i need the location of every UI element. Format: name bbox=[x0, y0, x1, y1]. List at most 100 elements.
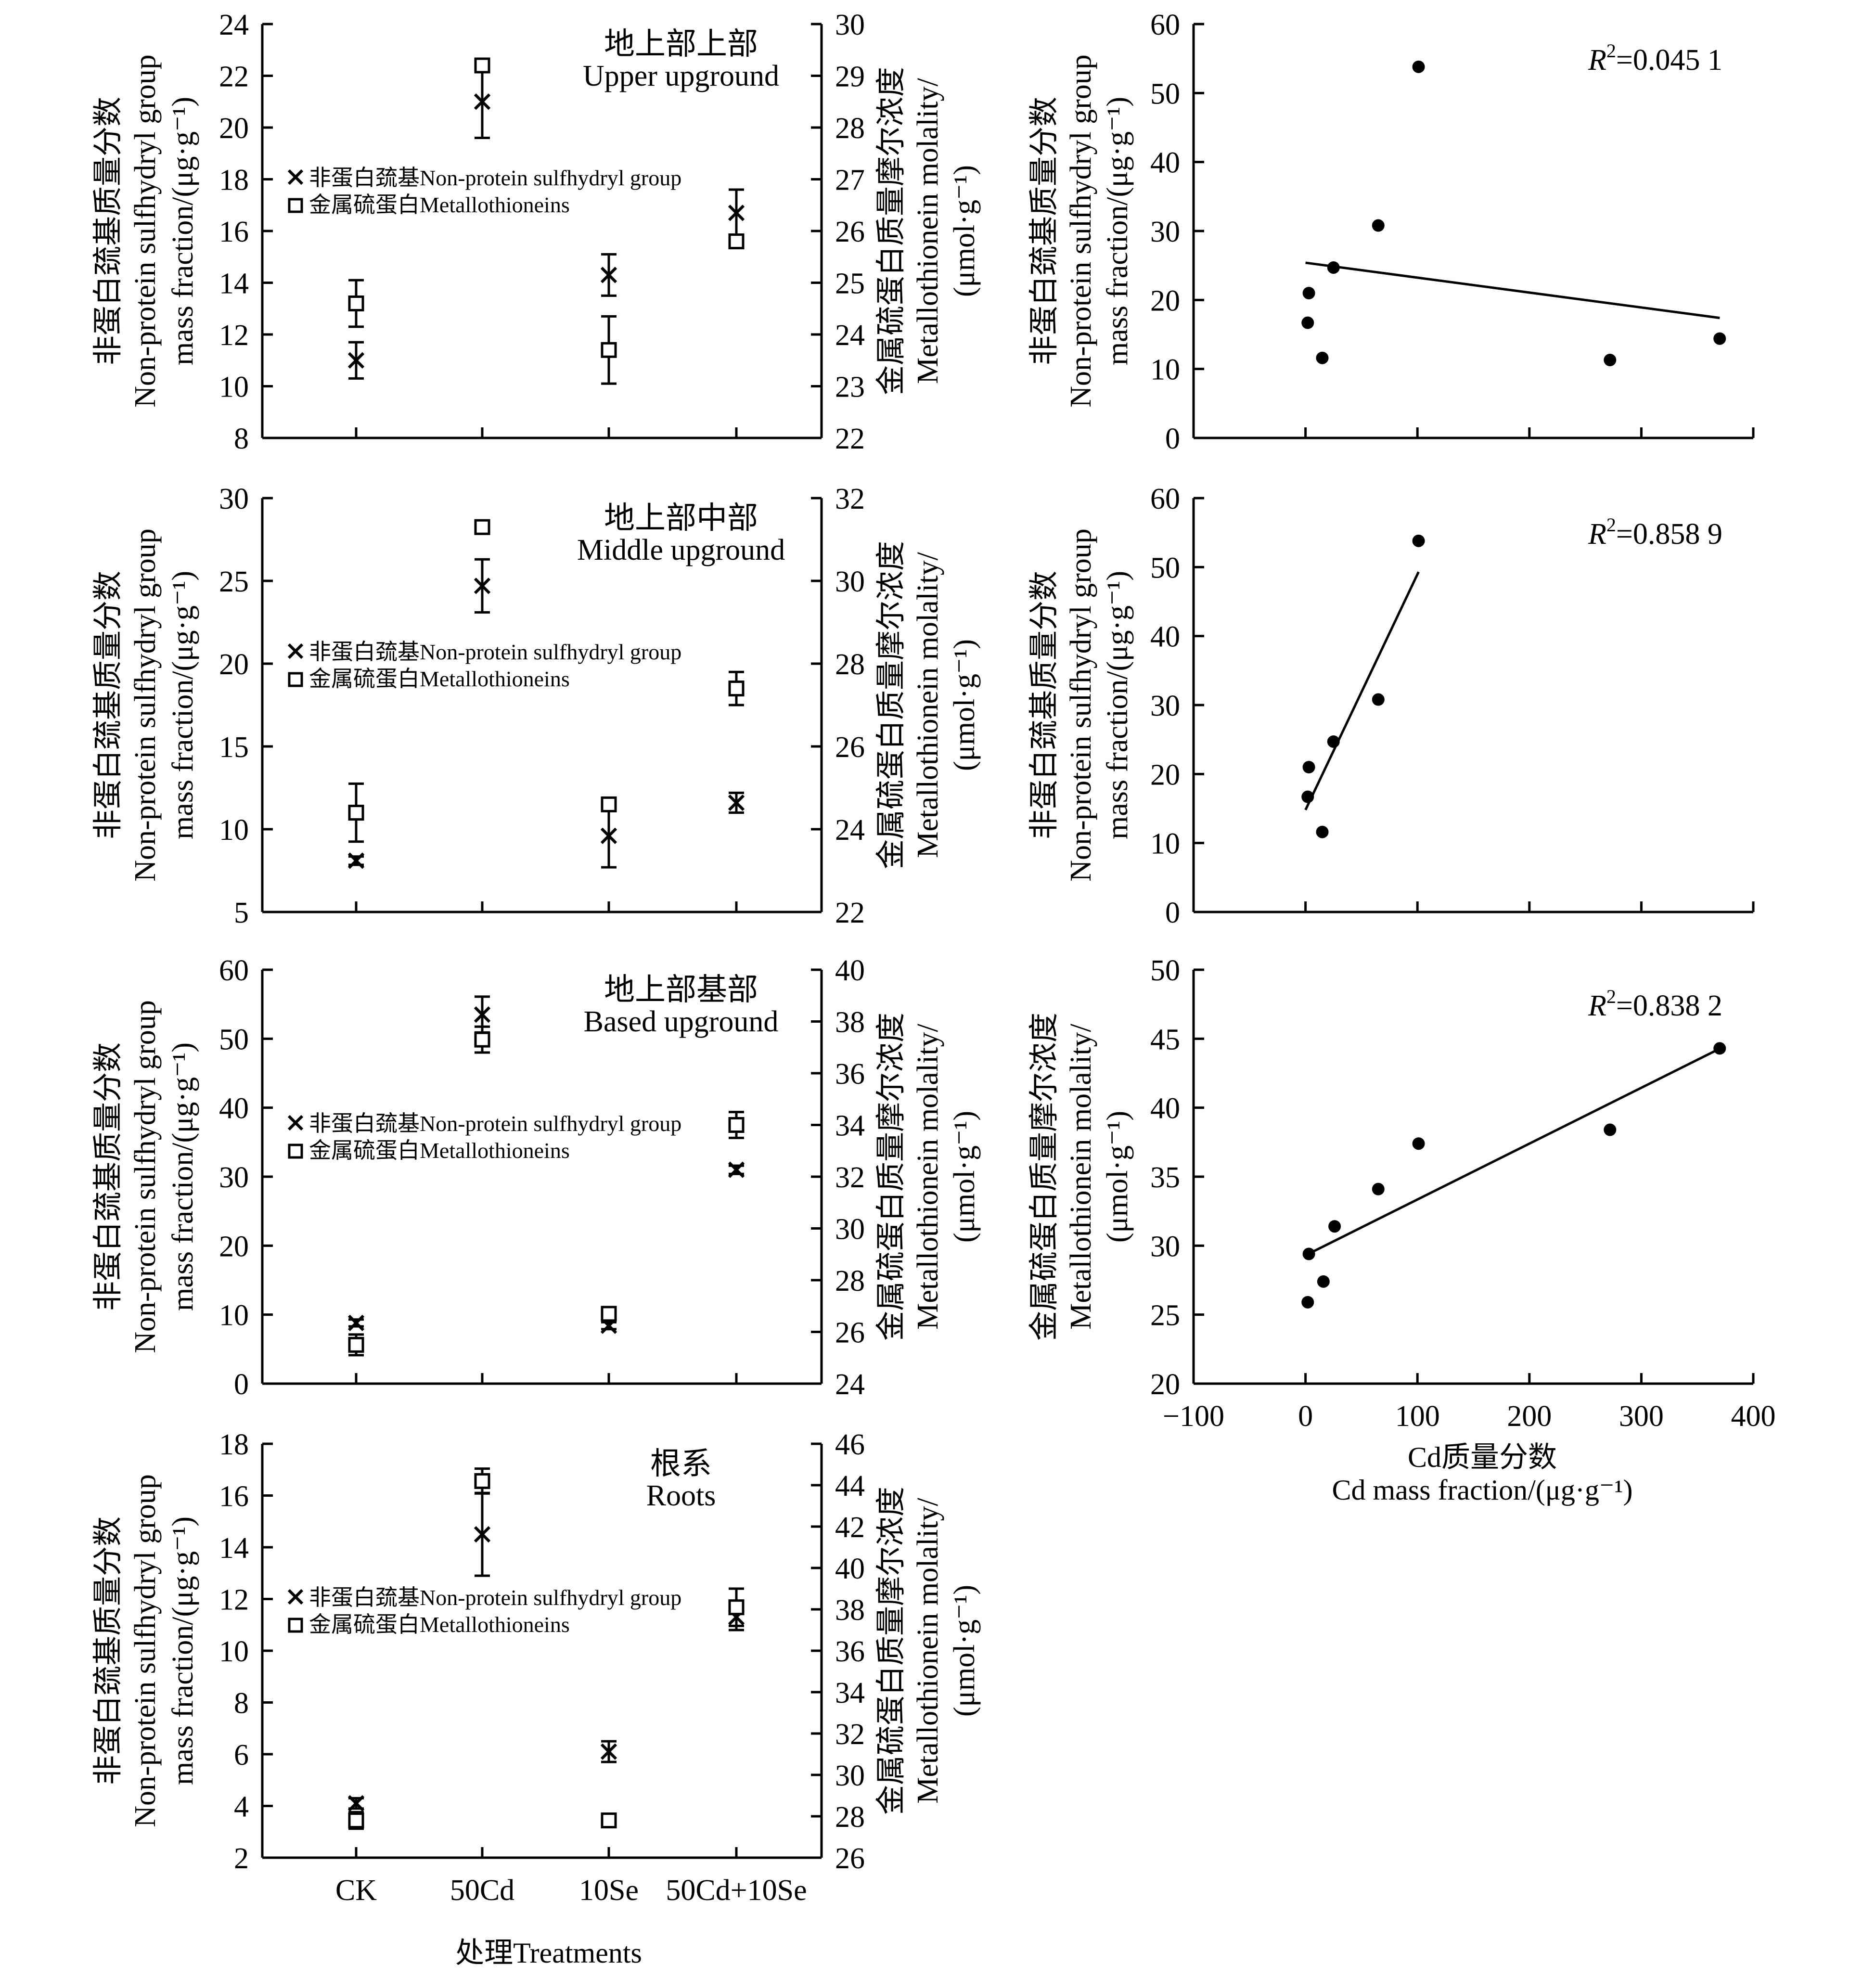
left-y-axis-label: 非蛋白巯基质量分数 Non-protein sulfhydryl group mas… bbox=[92, 54, 199, 408]
left-tick-label: 20 bbox=[219, 112, 249, 145]
square-marker bbox=[728, 1599, 745, 1616]
correlation-panel-1: 0 10 20 30 40 50 60 R2=0.045 1 非蛋白巯基质量分数 Non-prot… bbox=[1028, 9, 1755, 455]
left-y-label-line-2: Non-protein sulfhydryl group bbox=[129, 1474, 162, 1827]
left-y-label-line-3: mass fraction/(μg·g⁻¹) bbox=[167, 97, 199, 365]
r-symbol: R bbox=[1588, 989, 1606, 1022]
left-y-label-line-2: Non-protein sulfhydryl group bbox=[129, 54, 162, 408]
x-marker bbox=[600, 1743, 617, 1760]
left-tick-label: 10 bbox=[219, 371, 249, 404]
right-tick-label: 34 bbox=[835, 1677, 865, 1709]
right-y-label-line-3: (μmol·g⁻¹) bbox=[948, 1111, 981, 1243]
r-exponent: 2 bbox=[1606, 40, 1616, 62]
x-marker bbox=[728, 1161, 745, 1178]
y-tick-label: 60 bbox=[1150, 483, 1180, 515]
right-y-label-line-1: 金属硫蛋白质量摩尔浓度 bbox=[875, 541, 908, 869]
right-tick-label: 30 bbox=[835, 565, 865, 598]
y-tick-label: 45 bbox=[1150, 1023, 1180, 1056]
y-tick-label: 30 bbox=[1150, 690, 1180, 722]
nps-point bbox=[728, 1161, 745, 1178]
r-squared-annotation: R2=0.838 2 bbox=[1588, 986, 1722, 1022]
y-tick-label: 40 bbox=[1150, 621, 1180, 654]
right-tick-label: 28 bbox=[835, 648, 865, 681]
left-tick-label: 30 bbox=[219, 1161, 249, 1194]
mt-point bbox=[601, 1306, 617, 1322]
y-label-line-3: mass fraction/(μg·g⁻¹) bbox=[1101, 571, 1134, 839]
left-tick-label: 18 bbox=[219, 1428, 249, 1461]
legend: 非蛋白巯基Non-protein sulfhydryl group金属硫蛋白Me… bbox=[287, 1585, 681, 1637]
nps-point bbox=[347, 1314, 365, 1331]
square-marker bbox=[348, 1812, 364, 1829]
correlation-panel-2: 0 10 20 30 40 50 60 R2=0.858 9 非蛋白巯基质量分数 Non-prot… bbox=[1028, 483, 1755, 929]
left-tick-label: 60 bbox=[219, 954, 249, 987]
nps-point bbox=[347, 341, 365, 380]
x-tick-label: CK bbox=[335, 1874, 377, 1907]
x-tick-label: 50Cd+10Se bbox=[666, 1874, 807, 1907]
right-y-axis-label: 金属硫蛋白质量摩尔浓度 Metallothionein molality/(μmo… bbox=[875, 1013, 981, 1341]
correlation-panel-3: 20 25 30 35 40 45 50 −100 0 100 200 300 400 R2=0.838 … bbox=[1028, 954, 1776, 1433]
right-tick-label: 36 bbox=[835, 1635, 865, 1668]
square-marker bbox=[601, 1306, 617, 1322]
x-axis-label-cd-en: Cd mass fraction/(μg·g⁻¹) bbox=[1332, 1474, 1632, 1506]
y-label-line-3: mass fraction/(μg·g⁻¹) bbox=[1101, 97, 1134, 365]
y-label-line-2: Metallothionein molality/ bbox=[1065, 1024, 1097, 1330]
right-tick-label: 25 bbox=[835, 268, 865, 300]
mt-point bbox=[728, 670, 745, 706]
y-label-line-2: Non-protein sulfhydryl group bbox=[1065, 528, 1097, 882]
x-tick-label: 300 bbox=[1619, 1400, 1664, 1433]
data-point bbox=[1604, 1123, 1617, 1136]
right-tick-label: 46 bbox=[835, 1428, 865, 1461]
right-y-label-line-2: Metallothionein molality/ bbox=[912, 1024, 944, 1330]
right-y-label-line-2: Metallothionein molality/ bbox=[912, 552, 944, 858]
square-marker bbox=[728, 681, 745, 697]
right-tick-label: 28 bbox=[835, 1801, 865, 1834]
x-tick-label: 100 bbox=[1395, 1400, 1440, 1433]
right-y-axis-label: 金属硫蛋白质量摩尔浓度 Metallothionein molality/(μmo… bbox=[875, 1487, 981, 1815]
x-tick-label: 400 bbox=[1731, 1400, 1776, 1433]
r-exponent: 2 bbox=[1606, 986, 1616, 1007]
legend-mt-label: 金属硫蛋白Metallothioneins bbox=[309, 1612, 570, 1637]
right-tick-label: 36 bbox=[835, 1058, 865, 1091]
legend-mt-label: 金属硫蛋白Metallothioneins bbox=[309, 667, 570, 691]
right-y-label-line-2: Metallothionein molality/ bbox=[912, 1498, 944, 1804]
right-tick-label: 26 bbox=[835, 1317, 865, 1349]
right-tick-label: 32 bbox=[835, 1161, 865, 1194]
left-y-label-line-3: mass fraction/(μg·g⁻¹) bbox=[167, 1516, 199, 1785]
x-marker bbox=[474, 578, 491, 594]
right-tick-label: 24 bbox=[835, 319, 865, 352]
r-squared-annotation: R2=0.045 1 bbox=[1588, 40, 1722, 77]
left-tick-label: 22 bbox=[219, 61, 249, 93]
right-tick-label: 23 bbox=[835, 371, 865, 404]
mt-point bbox=[474, 519, 490, 535]
left-tick-label: 10 bbox=[219, 1635, 249, 1668]
x-tick-label: 50Cd bbox=[450, 1874, 514, 1907]
right-tick-label: 24 bbox=[835, 814, 865, 847]
x-tick-label: −100 bbox=[1163, 1400, 1224, 1433]
x-tick-label: 0 bbox=[1298, 1400, 1313, 1433]
r-symbol: R bbox=[1588, 518, 1606, 551]
x-axis-label-cd-cn: Cd质量分数 bbox=[1408, 1441, 1557, 1473]
y-tick-label: 20 bbox=[1150, 758, 1180, 791]
square-marker bbox=[601, 796, 617, 812]
left-y-label-line-1: 非蛋白巯基质量分数 bbox=[92, 1516, 125, 1785]
x-marker bbox=[600, 827, 617, 844]
y-tick-label: 30 bbox=[1150, 1230, 1180, 1263]
data-point bbox=[1316, 825, 1329, 838]
mt-point bbox=[348, 782, 364, 843]
left-tick-label: 2 bbox=[234, 1842, 249, 1875]
mt-point bbox=[474, 1467, 490, 1495]
right-tick-label: 22 bbox=[835, 897, 865, 929]
square-marker bbox=[348, 805, 364, 821]
y-label-line-2: Non-protein sulfhydryl group bbox=[1065, 54, 1097, 408]
data-point bbox=[1412, 534, 1425, 547]
panel-title-cn: 根系 bbox=[650, 1447, 712, 1481]
square-marker bbox=[474, 1031, 490, 1048]
data-point bbox=[1301, 316, 1314, 329]
left-y-label-line-1: 非蛋白巯基质量分数 bbox=[92, 97, 125, 365]
data-point bbox=[1302, 761, 1315, 773]
left-tick-label: 30 bbox=[219, 483, 249, 515]
data-point bbox=[1302, 1247, 1315, 1260]
x-tick-label: 200 bbox=[1507, 1400, 1552, 1433]
